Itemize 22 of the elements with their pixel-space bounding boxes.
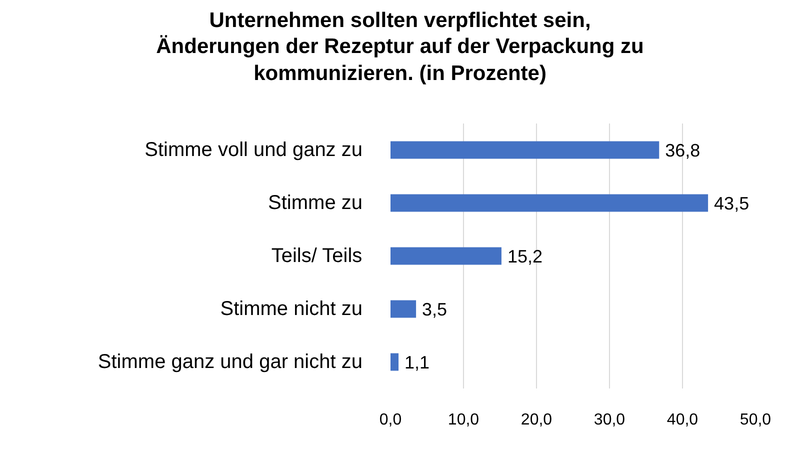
bar [390,247,502,265]
y-tick-label: Teils/ Teils [271,245,362,267]
x-tick-label: 0,0 [379,412,402,428]
y-tick-label: Stimme voll und ganz zu [144,139,363,161]
data-label: 36,8 [665,140,700,160]
x-tick-label: 50,0 [740,412,772,428]
chart-title: Unternehmen sollten verpflichtet sein, Änderungen der Rezeptur auf der Verpackung zu kommunizieren. (in Prozente) [156,8,644,86]
x-tick-label: 10,0 [448,412,480,428]
x-tick-label: 30,0 [594,412,626,428]
bar [390,300,416,318]
y-tick-label: Stimme ganz und gar nicht zu [98,351,363,373]
y-tick-label: Stimme nicht zu [220,298,362,320]
data-label: 15,2 [507,246,543,266]
data-label: 3,5 [422,300,448,320]
x-tick-label: 20,0 [520,412,552,428]
data-label: 43,5 [714,194,750,214]
bar [390,141,660,159]
bar [390,194,708,212]
y-tick-label: Stimme zu [268,192,363,214]
x-tick-label: 40,0 [666,412,698,428]
data-label: 1,1 [404,352,430,372]
bar [390,353,399,371]
